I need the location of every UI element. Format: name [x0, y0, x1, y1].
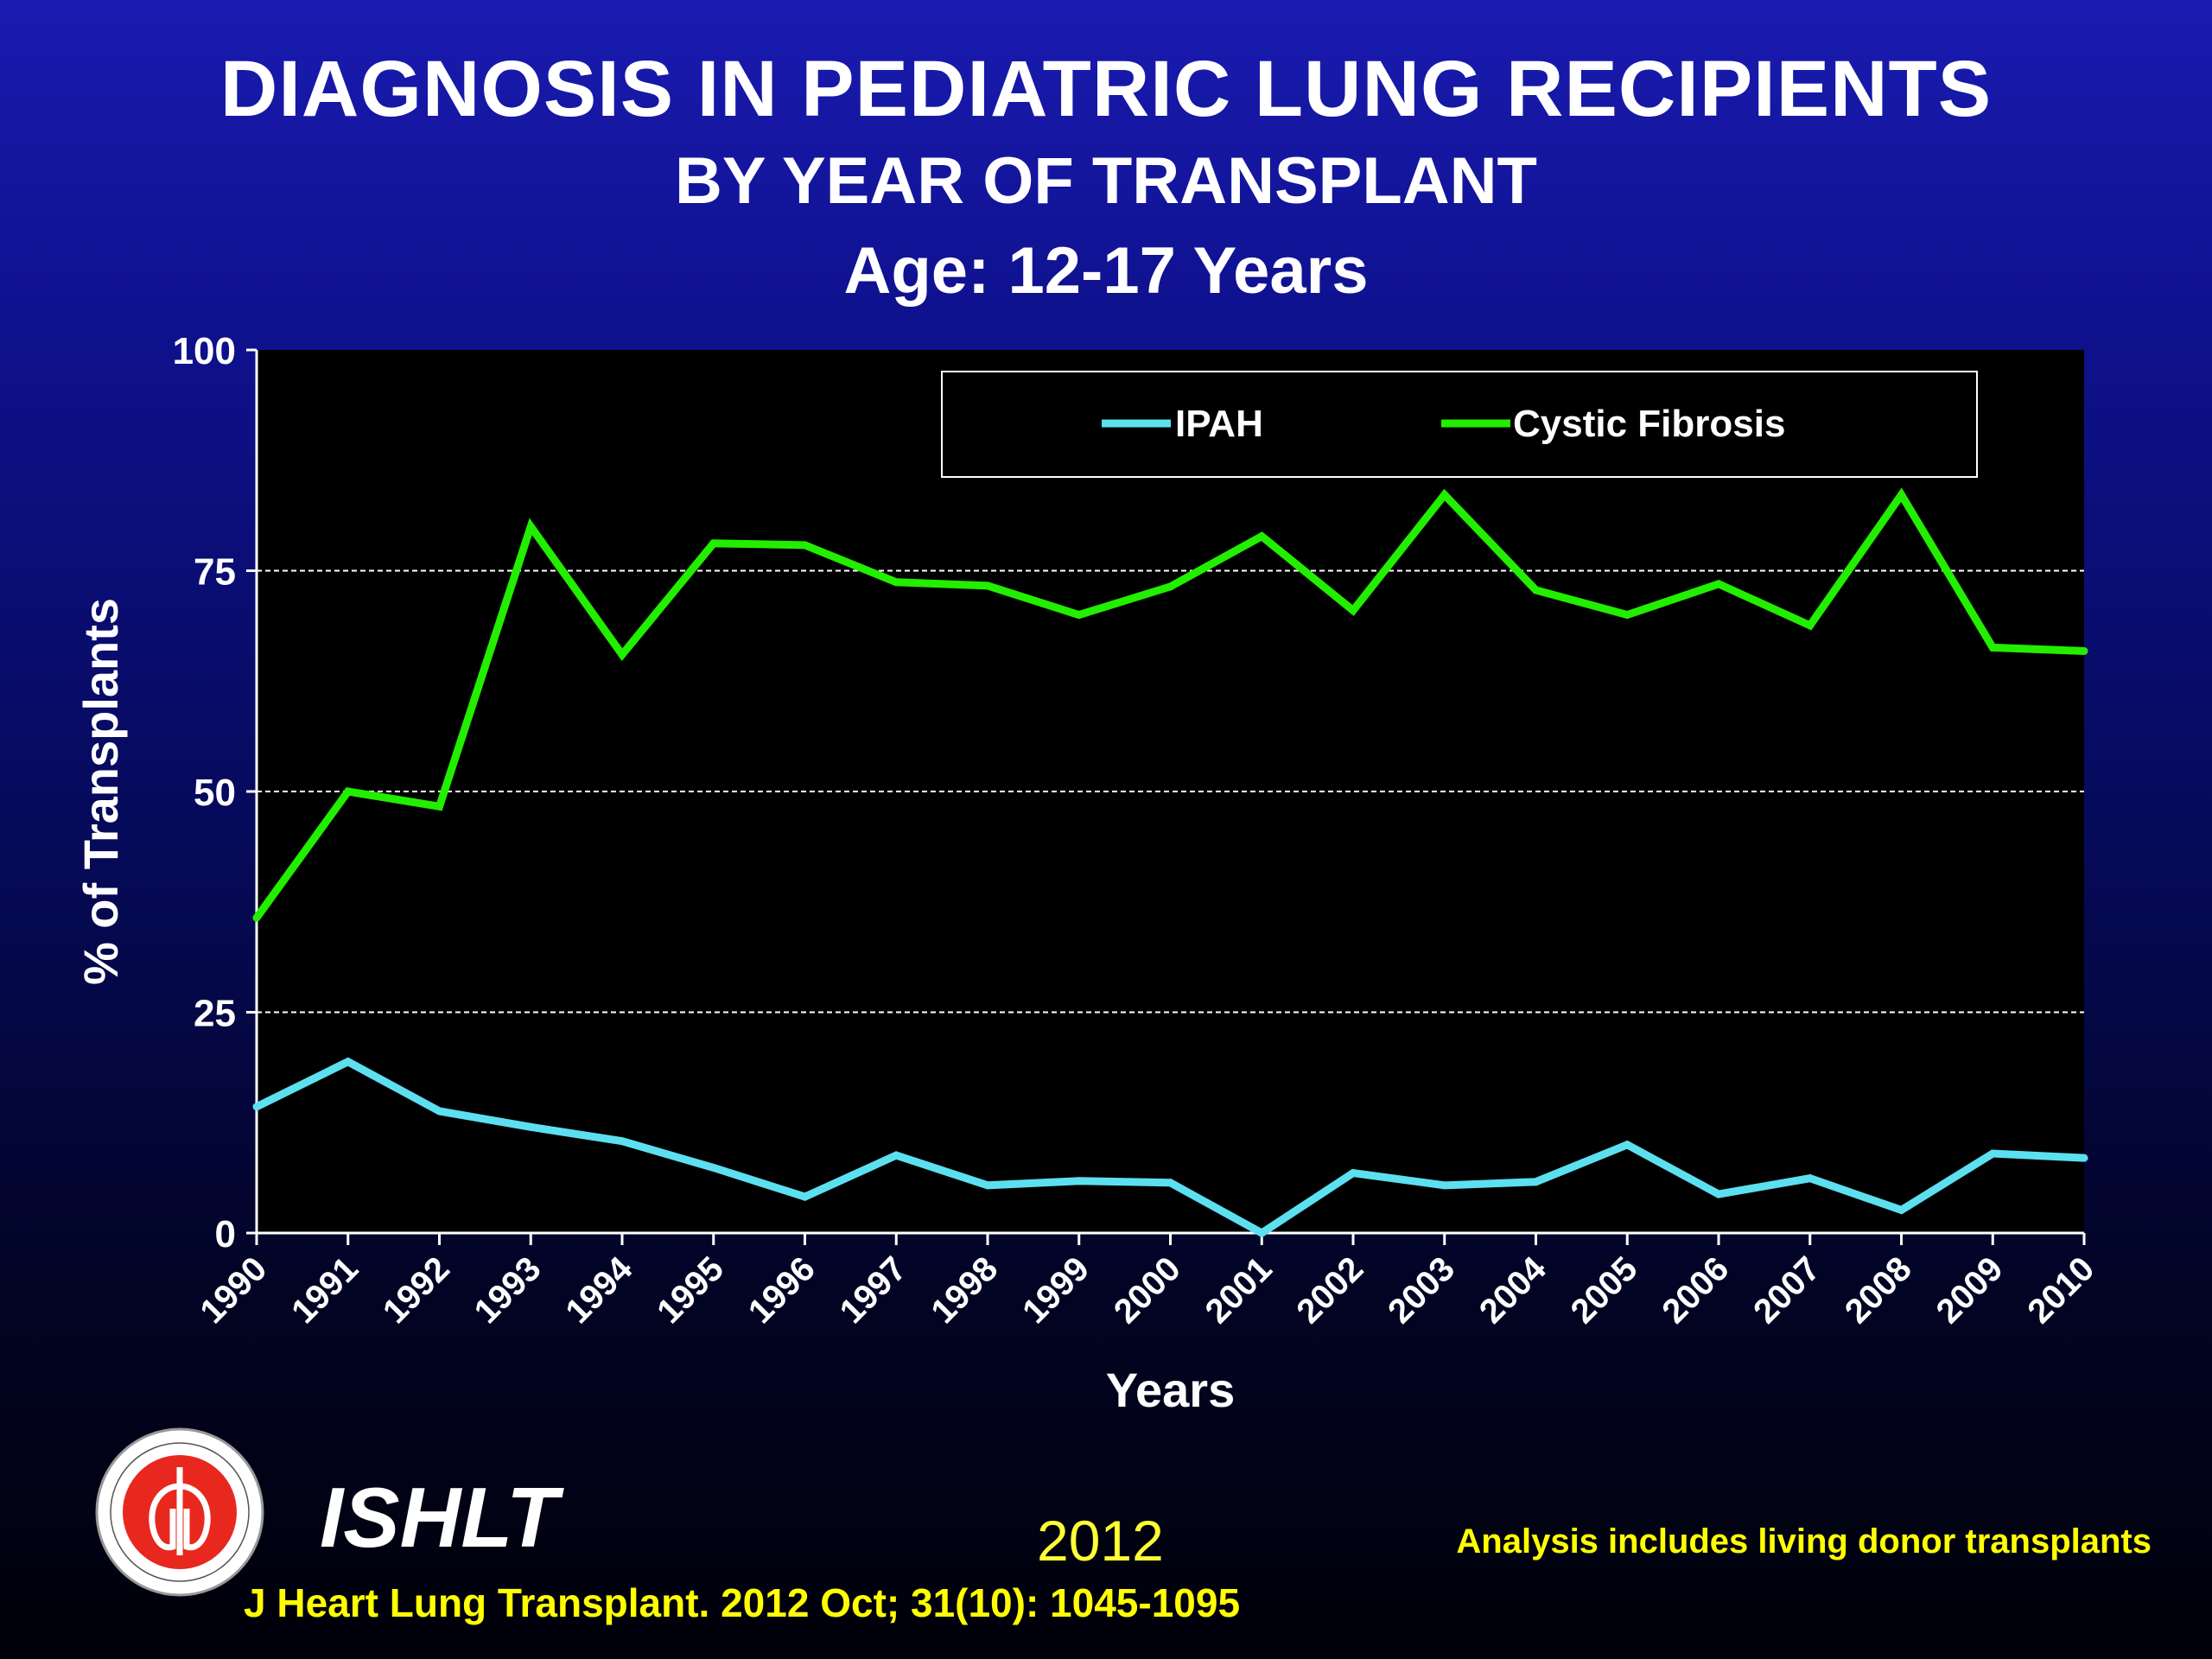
ipah-point [435, 1107, 443, 1116]
cystic-fibrosis-point [1806, 621, 1815, 630]
ipah-point [1623, 1141, 1631, 1149]
ipah-point [526, 1122, 535, 1131]
x-tick-label: 2009 [1929, 1249, 2011, 1331]
x-tick-label: 2006 [1655, 1249, 1736, 1331]
cystic-fibrosis-point [1532, 586, 1540, 594]
cystic-fibrosis-point [1166, 582, 1174, 591]
ipah-point [1075, 1177, 1084, 1185]
x-tick-label: 1994 [558, 1249, 640, 1332]
cystic-fibrosis-point [1897, 491, 1905, 499]
ishlt-logo [93, 1426, 266, 1599]
cystic-fibrosis-point [892, 578, 900, 587]
cystic-fibrosis-point [983, 582, 992, 590]
plot-area [257, 350, 2084, 1233]
ipah-point [252, 1103, 261, 1111]
analysis-note: Analysis includes living donor transplan… [1456, 1522, 2152, 1560]
ipah-point [1897, 1205, 1905, 1214]
x-tick-label: 1997 [833, 1249, 914, 1331]
y-tick-label: 0 [215, 1213, 236, 1255]
cystic-fibrosis-point [1988, 643, 1997, 652]
ipah-point [1349, 1169, 1357, 1178]
ipah-point [1714, 1190, 1723, 1198]
ipah-point [2080, 1154, 2088, 1162]
ipah-point [1532, 1178, 1540, 1186]
x-tick-label: 2010 [2020, 1249, 2101, 1331]
legend-ipah-label: IPAH [1175, 403, 1263, 445]
ipah-point [983, 1181, 992, 1190]
y-axis-title: % of Transplants [73, 598, 128, 985]
y-tick-label: 50 [194, 772, 236, 814]
x-tick-label: 1999 [1015, 1249, 1096, 1331]
ipah-point [1440, 1181, 1449, 1190]
cystic-fibrosis-point [1349, 606, 1357, 614]
org-name: ISHLT [320, 1470, 558, 1565]
ipah-point [1257, 1229, 1266, 1237]
cystic-fibrosis-point [2080, 647, 2088, 656]
y-tick-label: 25 [194, 993, 236, 1035]
title-block: DIAGNOSIS IN PEDIATRIC LUNG RECIPIENTS B… [0, 41, 2212, 316]
x-tick-label: 1992 [376, 1249, 457, 1331]
x-tick-label: 1990 [193, 1249, 274, 1331]
ipah-point [618, 1137, 626, 1146]
x-tick-label: 2004 [1472, 1249, 1554, 1332]
cystic-fibrosis-point [1257, 532, 1266, 541]
citation: J Heart Lung Transplant. 2012 Oct; 31(10… [244, 1580, 1241, 1625]
x-tick-label: 2008 [1838, 1249, 1919, 1331]
cystic-fibrosis-point [435, 802, 443, 810]
slide-title: DIAGNOSIS IN PEDIATRIC LUNG RECIPIENTS [219, 45, 1993, 133]
ipah-point [709, 1163, 718, 1172]
ipah-point [1988, 1149, 1997, 1158]
ipah-point [1806, 1174, 1815, 1183]
x-axis-title: Years [1106, 1363, 1236, 1417]
x-tick-label: 1995 [650, 1249, 731, 1331]
cystic-fibrosis-point [1075, 611, 1084, 620]
slide-subtitle: BY YEAR OF TRANSPLANT [675, 144, 1537, 218]
x-tick-label: 2000 [1107, 1249, 1188, 1331]
x-tick-label: 1998 [924, 1249, 1005, 1331]
cystic-fibrosis-point [1440, 491, 1449, 499]
x-tick-label: 2001 [1198, 1249, 1280, 1331]
x-tick-label: 1991 [284, 1249, 365, 1331]
ipah-point [801, 1192, 809, 1201]
ipah-point [1166, 1179, 1174, 1187]
x-tick-label: 2007 [1746, 1249, 1827, 1331]
cystic-fibrosis-point [526, 522, 535, 531]
cystic-fibrosis-point [1714, 580, 1723, 588]
ipah-point [344, 1058, 353, 1066]
y-tick-label: 100 [173, 330, 236, 372]
x-tick-label: 1993 [467, 1249, 549, 1331]
cystic-fibrosis-point [618, 651, 626, 659]
x-tick-label: 2003 [1381, 1249, 1462, 1331]
cystic-fibrosis-point [252, 913, 261, 922]
publication-year: 2012 [1037, 1509, 1164, 1573]
x-tick-label: 2002 [1289, 1249, 1370, 1331]
x-tick-label: 1996 [741, 1249, 823, 1331]
y-tick-label: 75 [194, 551, 236, 594]
cystic-fibrosis-point [1623, 611, 1631, 620]
legend-cf-label: Cystic Fibrosis [1513, 403, 1785, 445]
cystic-fibrosis-point [344, 787, 353, 796]
x-tick-label: 2005 [1564, 1249, 1645, 1331]
age-range: Age: 12-17 Years [843, 234, 1369, 308]
cystic-fibrosis-point [801, 541, 809, 550]
cystic-fibrosis-point [709, 539, 718, 548]
ipah-point [892, 1151, 900, 1160]
